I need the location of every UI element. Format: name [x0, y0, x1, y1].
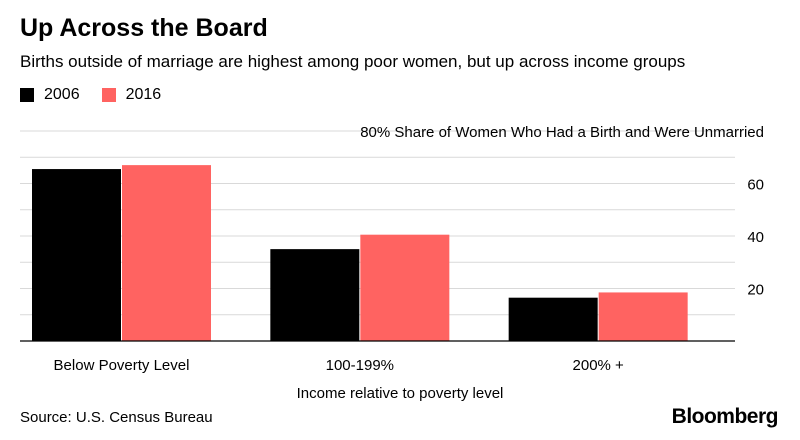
chart-subtitle: Births outside of marriage are highest a… [20, 52, 686, 71]
x-tick-label: Below Poverty Level [54, 357, 190, 374]
x-tick-label: 100-199% [326, 357, 394, 374]
legend-swatch-2016 [101, 88, 116, 102]
legend: 2006 2016 [20, 86, 183, 104]
y-tick-label: 60 [747, 177, 764, 194]
bar-2006-3 [508, 297, 598, 341]
x-tick-label: 200% + [573, 357, 625, 374]
chart-title: Up Across the Board [20, 14, 268, 42]
bar-2016-1 [122, 165, 211, 341]
bar-2006-2 [270, 249, 360, 341]
bar-2016-2 [360, 234, 450, 341]
legend-swatch-2006 [20, 88, 34, 102]
legend-label-2006: 2006 [44, 86, 80, 103]
y-tick-label: 40 [747, 229, 764, 246]
bar-2006-1 [32, 169, 121, 341]
bar-2016-3 [598, 292, 688, 341]
y-axis-label: 80% Share of Women Who Had a Birth and W… [360, 124, 764, 141]
source-note: Source: U.S. Census Bureau [20, 409, 213, 426]
x-axis-title: Income relative to poverty level [297, 385, 504, 402]
bloomberg-logo: Bloomberg [671, 405, 779, 428]
legend-item-2016: 2016 [101, 86, 162, 104]
legend-label-2016: 2016 [125, 86, 162, 103]
legend-item-2006: 2006 [20, 86, 80, 104]
y-tick-label: 20 [747, 282, 764, 299]
